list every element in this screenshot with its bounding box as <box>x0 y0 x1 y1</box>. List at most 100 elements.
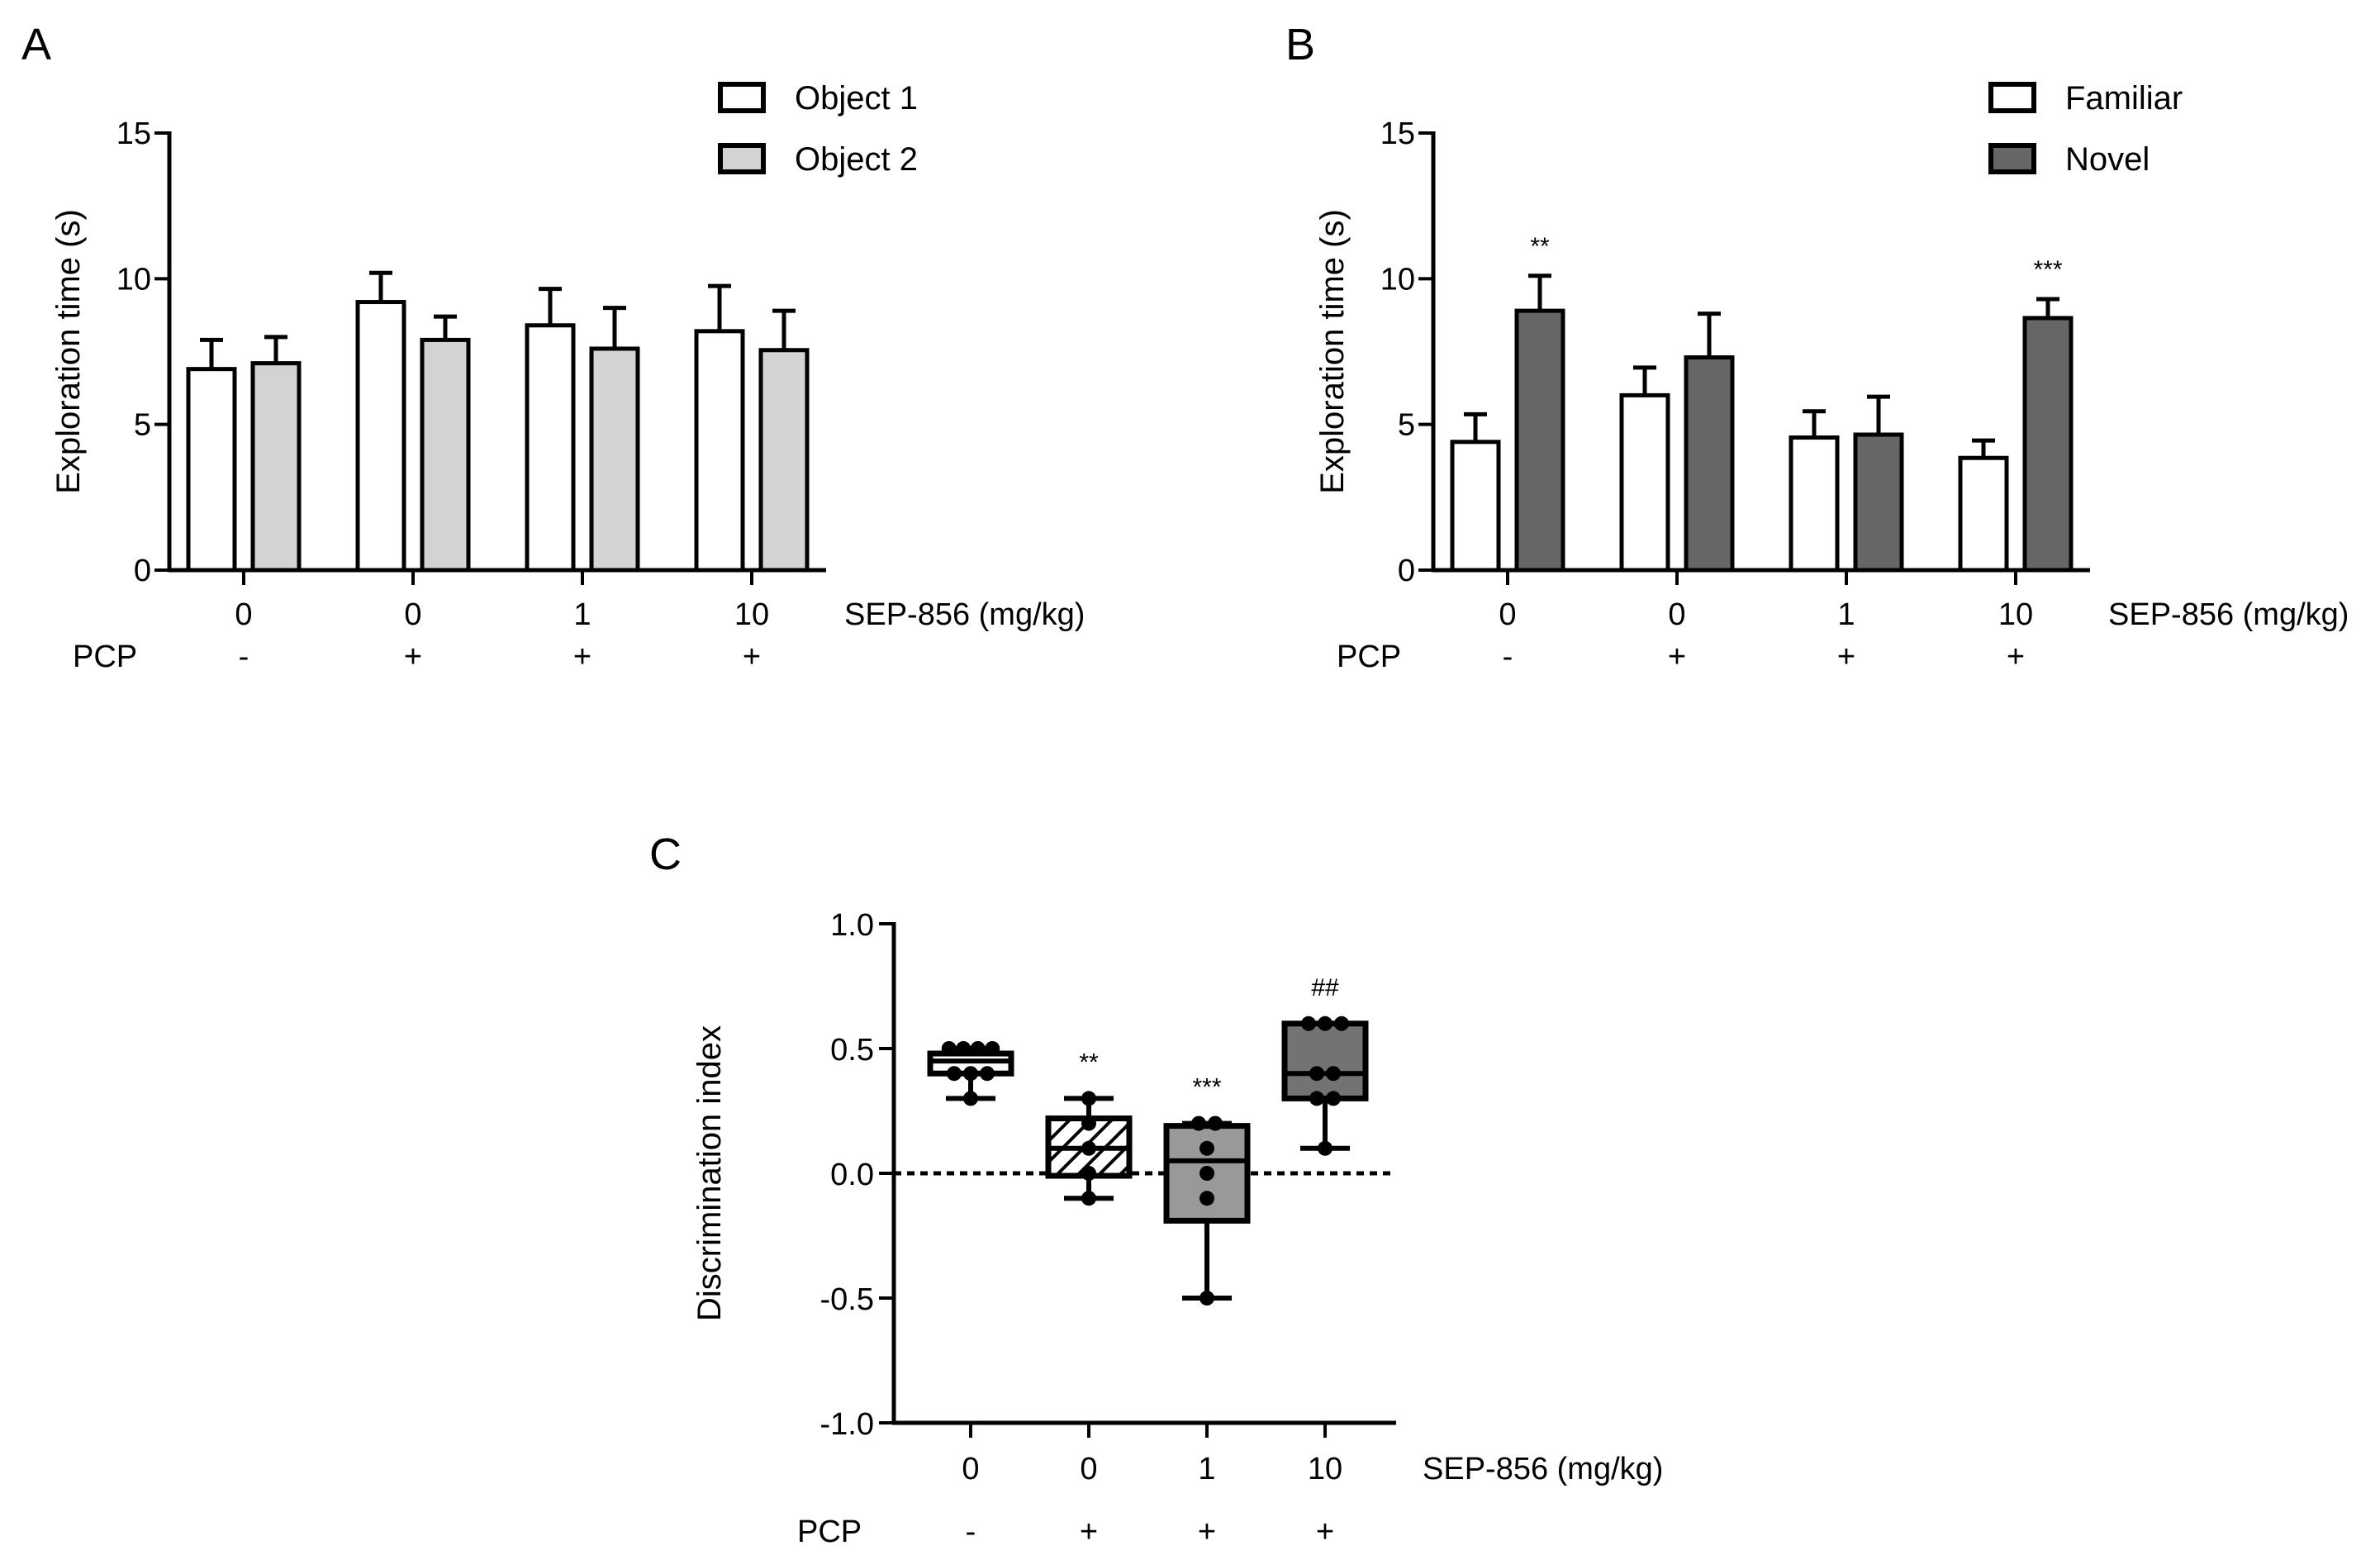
legend-swatch <box>1988 82 2036 113</box>
y-tick-label: 0 <box>134 554 151 588</box>
box-body <box>1281 1020 1369 1101</box>
data-point <box>1200 1191 1214 1206</box>
y-tick-label: 0 <box>1398 554 1415 588</box>
bar-0 <box>1789 435 1840 573</box>
bar-1 <box>1684 355 1735 573</box>
data-point <box>1191 1115 1206 1131</box>
y-tick-label: 1.0 <box>830 908 874 943</box>
category-label: 1 <box>573 597 591 632</box>
pcp-row-label: PCP <box>1337 640 1401 674</box>
bar-1 <box>1514 308 1565 573</box>
y-tick-label: 15 <box>116 117 151 151</box>
legend-swatch <box>1988 143 2036 174</box>
pcp-value-label: + <box>1198 1515 1216 1549</box>
data-point <box>1081 1091 1096 1106</box>
x-axis-title: SEP-856 (mg/kg) <box>844 597 1085 632</box>
legend-label: Object 1 <box>795 80 918 117</box>
legend-label: Familiar <box>2065 80 2183 117</box>
pcp-value-label: + <box>2007 640 2025 674</box>
data-point <box>970 1041 986 1056</box>
data-point <box>947 1066 962 1082</box>
y-tick-label: 5 <box>134 408 151 443</box>
bar-1 <box>1853 432 1904 573</box>
pcp-row-label: PCP <box>73 640 137 674</box>
bar-1 <box>758 348 810 573</box>
data-point <box>1309 1091 1324 1106</box>
data-point <box>941 1041 957 1056</box>
pcp-value-label: + <box>1668 640 1686 674</box>
y-axis-title: Discrimination index <box>691 1025 728 1321</box>
bar-0 <box>694 329 745 573</box>
data-point <box>1200 1140 1214 1156</box>
bar-0 <box>1450 440 1501 573</box>
panel-c-box-plot: -1.0 -0.5 0.0 0.5 1.0 Discrimination index 0 - *… <box>691 908 1663 1549</box>
y-tick-label: 0.0 <box>830 1158 874 1192</box>
y-axis-title: Exploration time (s) <box>50 209 87 494</box>
data-point <box>1318 1015 1333 1031</box>
category-label: 10 <box>1308 1452 1342 1486</box>
significance-marker: *** <box>2033 256 2062 283</box>
data-point <box>1318 1140 1333 1156</box>
significance-marker: ** <box>1079 1049 1099 1076</box>
data-point <box>1200 1166 1214 1181</box>
pcp-value-label: - <box>966 1515 976 1549</box>
pcp-value-label: + <box>404 640 422 674</box>
category-label: 0 <box>404 597 421 632</box>
bar-0 <box>186 367 237 573</box>
data-point <box>1081 1140 1096 1156</box>
x-axis-title: SEP-856 (mg/kg) <box>1423 1452 1663 1486</box>
category-label: 1 <box>1837 597 1855 632</box>
data-point <box>1334 1015 1349 1031</box>
data-point <box>1081 1166 1096 1181</box>
bar-0 <box>525 323 576 573</box>
data-point <box>1326 1091 1341 1106</box>
data-point <box>1081 1115 1096 1131</box>
legend-label: Object 2 <box>795 141 918 178</box>
panel-a-bar-chart: 0 5 10 15 Exploration time (s) 0 - 0 +1 +10 + SEP-8… <box>50 80 1085 674</box>
significance-marker: ## <box>1311 974 1339 1001</box>
y-tick-label: -1.0 <box>820 1407 874 1442</box>
pcp-value-label: + <box>1837 640 1855 674</box>
pcp-value-label: - <box>1503 640 1513 674</box>
legend-swatch <box>718 82 766 113</box>
pcp-value-label: + <box>743 640 761 674</box>
panel-b-bar-chart: 0 5 10 15 Exploration time (s) 0 - ** 0 +1 +10 + ***… <box>1314 80 2349 674</box>
y-axis-title: Exploration time (s) <box>1314 209 1351 494</box>
pcp-row-label: PCP <box>797 1515 862 1549</box>
panel-label-b: B <box>1285 20 1315 69</box>
significance-marker: ** <box>1530 233 1550 260</box>
pcp-value-label: - <box>239 640 249 674</box>
category-label: 10 <box>1998 597 2033 632</box>
y-tick-label: 15 <box>1380 117 1415 151</box>
pcp-value-label: + <box>1316 1515 1334 1549</box>
category-label: 0 <box>1080 1452 1097 1486</box>
data-point <box>985 1041 1000 1056</box>
panel-label-a: A <box>21 20 51 69</box>
data-point <box>1081 1191 1096 1206</box>
y-tick-label: 0.5 <box>830 1033 874 1068</box>
category-label: 0 <box>962 1452 979 1486</box>
bar-1 <box>2022 316 2074 573</box>
data-point <box>1326 1066 1341 1082</box>
legend-label: Novel <box>2065 141 2150 178</box>
category-label: 0 <box>235 597 252 632</box>
category-label: 0 <box>1668 597 1685 632</box>
data-point <box>963 1091 978 1106</box>
y-tick-label: 10 <box>1380 262 1415 297</box>
bar-0 <box>1619 392 1670 573</box>
bar-1 <box>250 361 302 573</box>
y-tick-label: 5 <box>1398 408 1415 443</box>
y-tick-label: 10 <box>116 262 151 297</box>
data-point <box>956 1041 971 1056</box>
category-label: 1 <box>1198 1452 1215 1486</box>
bar-0 <box>355 300 406 573</box>
legend-swatch <box>718 143 766 174</box>
x-axis-title: SEP-856 (mg/kg) <box>2108 597 2349 632</box>
data-point <box>980 1066 995 1082</box>
data-point <box>1200 1291 1214 1306</box>
category-label: 10 <box>734 597 769 632</box>
data-point <box>963 1066 978 1082</box>
y-tick-label: -0.5 <box>820 1282 874 1317</box>
data-point <box>1301 1015 1316 1031</box>
